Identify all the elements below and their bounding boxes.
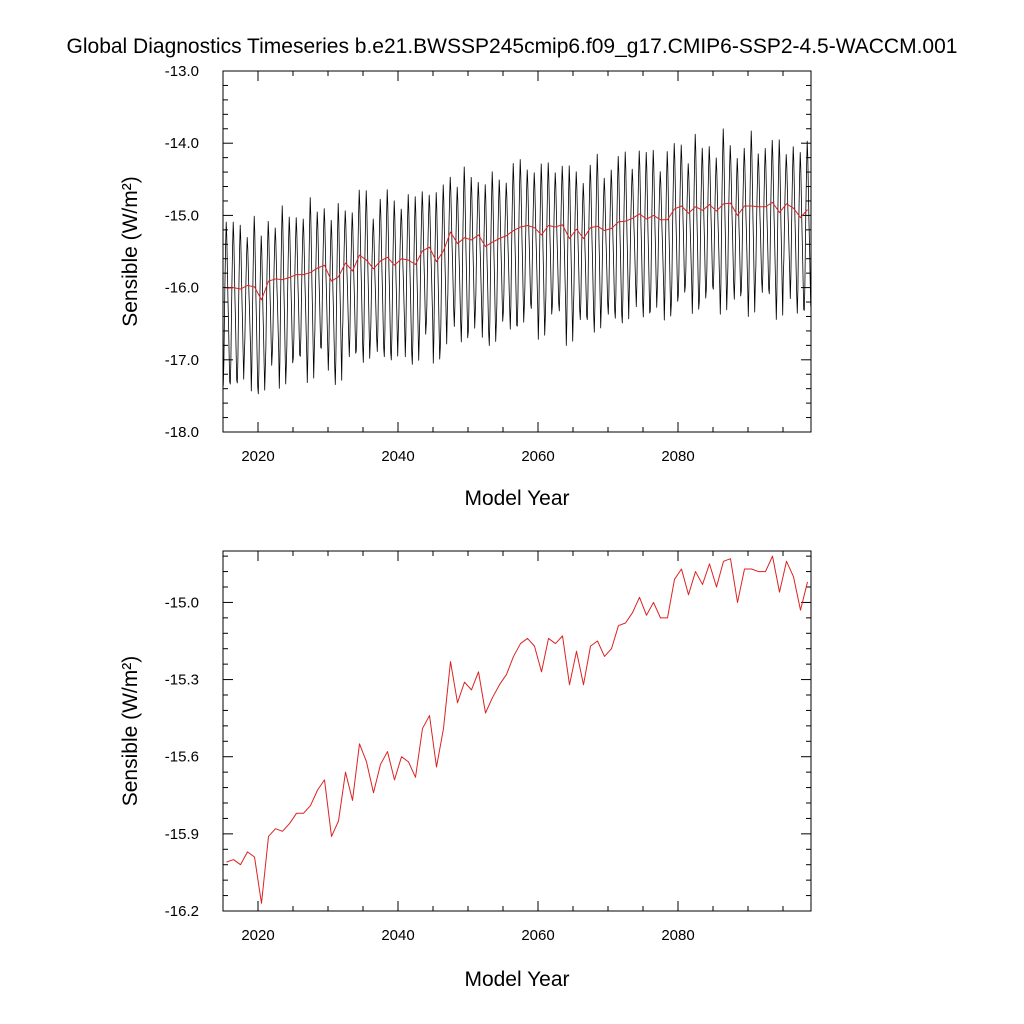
x-tick-label: 2040 — [381, 448, 414, 465]
y-tick-label: -16.0 — [165, 280, 199, 297]
top-x-axis-title: Model Year — [464, 487, 569, 510]
x-tick-label: 2080 — [661, 448, 694, 465]
top-x-tick-labels: 2020 2040 2060 2080 — [241, 448, 694, 465]
y-tick-label: -15.0 — [165, 207, 199, 224]
y-tick-label: -18.0 — [165, 424, 199, 441]
top-y-tick-labels: -18.0 -17.0 -16.0 -15.0 -14.0 -13.0 — [165, 63, 199, 441]
chart-title: Global Diagnostics Timeseries b.e21.BWSS… — [66, 35, 958, 58]
bottom-x-tick-labels: 2020 2040 2060 2080 — [241, 927, 694, 944]
y-tick-label: -16.2 — [165, 903, 199, 920]
top-series — [222, 128, 812, 395]
y-tick-label: -15.0 — [165, 594, 199, 611]
annual-mean-series-line — [226, 201, 808, 301]
top-plot-frame — [222, 70, 812, 433]
y-tick-label: -13.0 — [165, 63, 199, 80]
bottom-y-tick-labels: -16.2 -15.9 -15.6 -15.3 -15.0 — [165, 594, 199, 920]
bottom-axis-ticks — [222, 551, 811, 912]
y-tick-label: -15.9 — [165, 826, 199, 843]
x-tick-label: 2080 — [661, 927, 694, 944]
bottom-y-axis-title: Sensible (W/m²) — [119, 656, 142, 807]
y-tick-label: -17.0 — [165, 352, 199, 369]
annual-mean-series-line — [226, 555, 808, 904]
bottom-x-axis-title: Model Year — [464, 968, 569, 991]
y-tick-label: -15.6 — [165, 749, 199, 766]
bottom-plot-frame — [222, 550, 812, 912]
bottom-panel: 2020 2040 2060 2080 -16.2 -15.9 -15.6 -15.3 -15… — [119, 550, 812, 991]
top-y-axis-title: Sensible (W/m²) — [119, 176, 142, 327]
x-tick-label: 2020 — [241, 927, 274, 944]
x-tick-label: 2060 — [521, 448, 554, 465]
bottom-series — [226, 555, 808, 904]
y-tick-label: -15.3 — [165, 672, 199, 689]
monthly-series-line — [222, 128, 812, 395]
x-tick-label: 2020 — [241, 448, 274, 465]
x-tick-label: 2060 — [521, 927, 554, 944]
top-panel: 2020 2040 2060 2080 -18.0 -17.0 -16.0 -15.0 -14… — [119, 63, 812, 510]
y-tick-label: -14.0 — [165, 135, 199, 152]
x-tick-label: 2040 — [381, 927, 414, 944]
